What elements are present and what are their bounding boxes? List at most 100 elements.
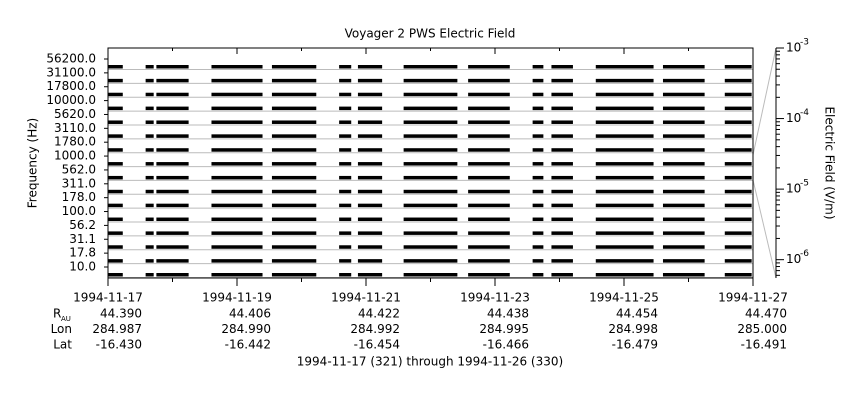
data-segment — [108, 189, 123, 194]
data-segment — [108, 106, 123, 111]
y2-axis-label: Electric Field (V/m) — [823, 106, 837, 219]
data-segment — [468, 162, 510, 166]
data-segment — [532, 92, 544, 97]
data-segment — [595, 78, 654, 83]
data-segment — [108, 203, 123, 208]
data-segment — [551, 65, 573, 69]
data-segment — [211, 273, 263, 277]
data-segment — [357, 106, 383, 111]
data-segment — [403, 231, 458, 235]
data-segment — [662, 259, 705, 263]
data-segment — [271, 175, 317, 180]
ephemeris-value: 44.406 — [229, 307, 271, 321]
footer: 1994-11-17 (321) through 1994-11-26 (330… — [297, 355, 563, 369]
data-segment — [403, 162, 458, 166]
data-segment — [339, 92, 352, 97]
data-segment — [145, 106, 154, 111]
data-segment — [724, 120, 752, 124]
data-segment — [532, 259, 544, 263]
data-segment — [156, 134, 189, 138]
data-segment — [271, 134, 317, 138]
data-segment — [468, 217, 510, 222]
ephemeris-value: 284.987 — [92, 322, 142, 336]
data-segment — [145, 259, 154, 263]
data-segment — [403, 106, 458, 111]
ephemeris-label-sub: AU — [61, 315, 71, 323]
data-segment — [156, 148, 189, 152]
data-segment — [357, 175, 383, 180]
data-segment — [595, 273, 654, 277]
data-segment — [271, 78, 317, 83]
data-segment — [357, 259, 383, 263]
data-segment — [357, 217, 383, 222]
data-segment — [357, 189, 383, 194]
y-tick-label: 100.0 — [62, 204, 96, 218]
data-segment — [156, 120, 189, 124]
y-axis-label: Frequency (Hz) — [26, 118, 40, 209]
data-segment — [271, 120, 317, 124]
data-segment — [108, 162, 123, 166]
data-segment — [271, 231, 317, 235]
data-segment — [468, 78, 510, 83]
ephemeris-value: -16.442 — [225, 338, 271, 352]
y-tick-label: 1000.0 — [54, 149, 96, 163]
data-segment — [595, 106, 654, 111]
data-segment — [108, 259, 123, 263]
data-segment — [108, 217, 123, 222]
data-segment — [595, 162, 654, 166]
data-segment — [108, 78, 123, 83]
data-segment — [551, 92, 573, 97]
data-segment — [595, 120, 654, 124]
data-segment — [339, 273, 352, 277]
data-segment — [271, 189, 317, 194]
data-segment — [468, 189, 510, 194]
data-segment — [211, 65, 263, 69]
data-segment — [403, 273, 458, 277]
x-tick-label: 1994-11-27 — [718, 291, 788, 305]
data-segment — [468, 175, 510, 180]
y2-tick-exponent: -3 — [800, 38, 809, 48]
data-segment — [339, 189, 352, 194]
data-segment — [145, 217, 154, 222]
data-segment — [339, 175, 352, 180]
ephemeris-value: -16.491 — [741, 338, 787, 352]
data-segment — [551, 78, 573, 83]
data-segment — [108, 65, 123, 69]
data-segment — [108, 245, 123, 249]
y-tick-label: 178.0 — [62, 190, 96, 204]
data-segment — [357, 203, 383, 208]
data-segment — [595, 65, 654, 69]
y2-tick-exponent: -4 — [800, 108, 809, 118]
data-segment — [532, 78, 544, 83]
data-segment — [211, 245, 263, 249]
y-tick-label: 31.1 — [69, 232, 96, 246]
data-segment — [271, 92, 317, 97]
data-segment — [156, 78, 189, 83]
data-segment — [551, 189, 573, 194]
data-segment — [156, 217, 189, 222]
data-segment — [595, 134, 654, 138]
data-segment — [156, 65, 189, 69]
data-segment — [357, 92, 383, 97]
data-segment — [595, 175, 654, 180]
data-segment — [468, 134, 510, 138]
data-segment — [724, 203, 752, 208]
ephemeris-value: -16.454 — [354, 338, 400, 352]
data-segment — [551, 259, 573, 263]
data-segment — [211, 231, 263, 235]
data-segment — [271, 259, 317, 263]
data-segment — [532, 245, 544, 249]
data-segment — [662, 231, 705, 235]
ephemeris-value: 284.998 — [608, 322, 658, 336]
y-tick-label: 562.0 — [62, 162, 96, 176]
ephemeris-value: 44.470 — [745, 307, 787, 321]
data-segment — [724, 92, 752, 97]
data-segment — [357, 162, 383, 166]
data-segment — [339, 259, 352, 263]
data-segment — [724, 259, 752, 263]
data-segment — [271, 217, 317, 222]
data-segment — [145, 120, 154, 124]
ephemeris-label: R — [53, 307, 61, 321]
data-segment — [357, 120, 383, 124]
